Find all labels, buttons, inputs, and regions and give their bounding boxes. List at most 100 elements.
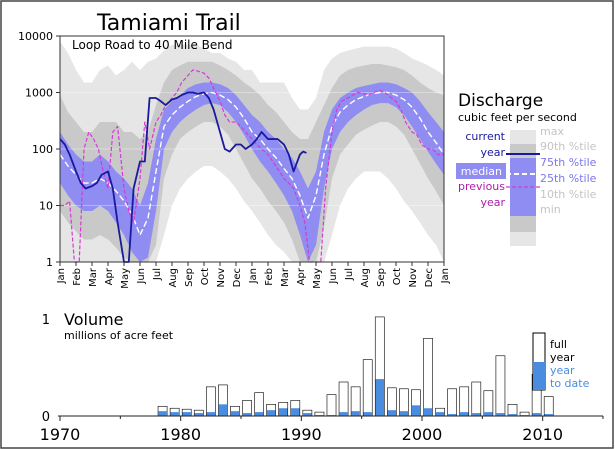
full-year-bar <box>206 386 216 417</box>
volume-x-tick-label: 2000 <box>402 425 443 444</box>
x-tick-label: Mar <box>280 267 291 287</box>
full-year-bar <box>543 396 554 417</box>
x-tick-label: Mar <box>88 267 99 287</box>
y-tick-label: 10 <box>39 200 53 213</box>
year-to-date-bar <box>242 413 252 416</box>
year-to-date-bar <box>447 414 457 416</box>
median-line <box>59 91 445 236</box>
x-tick-label: Apr <box>296 267 307 285</box>
current-year-line <box>59 91 307 263</box>
year-to-date-bar <box>291 408 300 416</box>
full-year-bar <box>471 381 482 417</box>
legend-ytd-line2: to date <box>550 377 590 390</box>
x-tick-label: Apr <box>104 267 115 285</box>
legend-p90-label: 90th %tile <box>540 140 597 153</box>
x-tick-label: Jul <box>344 268 355 281</box>
legend-median-box <box>456 163 506 179</box>
volume-x-tick-label: 1970 <box>40 425 81 444</box>
legend-p75-label: 75th %tile <box>540 156 597 169</box>
x-tick-label: Jan <box>56 268 67 284</box>
year-to-date-bar <box>472 413 481 416</box>
x-tick-label: Jun <box>328 268 339 285</box>
legend-ytd-line1: year <box>550 364 575 377</box>
year-to-date-bar <box>496 413 505 416</box>
discharge-chart-title: Tamiami Trail <box>96 11 241 36</box>
year-to-date-bar <box>182 412 191 416</box>
y-tick-label: 100 <box>32 143 53 156</box>
discharge-chart: 10000 1000 100 10 1 Jan Feb Mar Apr May Jun Jul Aug… <box>18 11 451 289</box>
x-tick-label: Sep <box>376 268 387 287</box>
x-tick-label: Jan <box>248 268 259 284</box>
year-to-date-bar <box>508 414 517 416</box>
year-to-date-bar <box>339 412 348 416</box>
year-to-date-bar <box>544 414 553 416</box>
legend-ytd-box <box>533 362 545 390</box>
year-to-date-bar <box>351 411 360 416</box>
year-to-date-bar <box>266 410 276 416</box>
volume-x-tick-label: 2010 <box>522 425 563 444</box>
x-tick-label: Feb <box>72 268 83 286</box>
full-year-bar <box>338 381 349 417</box>
legend-previous-label-line1: previous <box>458 180 505 193</box>
x-tick-label: Jan <box>440 268 451 284</box>
volume-chart-subtitle: millions of acre feet <box>64 329 174 342</box>
legend-current-label-line2: year <box>480 146 505 159</box>
year-to-date-bar <box>206 412 216 416</box>
x-tick-label: Aug <box>168 268 179 288</box>
year-to-date-bar <box>363 412 372 416</box>
year-to-date-bar <box>375 379 384 416</box>
year-to-date-bar <box>254 412 264 416</box>
x-tick-label: Feb <box>264 268 275 286</box>
legend-previous-label-line2: year <box>480 196 505 209</box>
x-tick-label: May <box>120 268 131 289</box>
full-year-bar <box>495 355 506 417</box>
year-to-date-bar <box>387 410 397 416</box>
year-to-date-bar <box>194 413 203 416</box>
year-to-date-bar <box>399 411 409 416</box>
volume-y-tick-label: 0 <box>42 410 50 425</box>
year-to-date-bar <box>423 408 433 416</box>
x-tick-label: Nov <box>216 268 227 288</box>
full-year-bar <box>459 386 470 417</box>
x-tick-label: May <box>312 268 323 289</box>
volume-chart: 1 0 1970 1980 1990 2000 2010 Volume millions … <box>40 310 604 444</box>
legend-median-label: median <box>461 165 502 178</box>
year-to-date-bar <box>279 408 288 416</box>
full-year-bar <box>447 388 457 417</box>
legend-full-year-line2: year <box>550 351 575 364</box>
legend-p10-label: 10th %tile <box>540 188 597 201</box>
full-year-bar <box>326 394 337 417</box>
year-to-date-bar <box>170 412 179 416</box>
x-tick-label: Dec <box>424 268 435 287</box>
volume-chart-title: Volume <box>64 310 124 329</box>
legend-p25-label: 25th %tile <box>540 172 597 185</box>
discharge-chart-subtitle: Loop Road to 40 Mile Bend <box>72 38 233 52</box>
x-tick-label: Dec <box>232 268 243 287</box>
y-tick-label: 10000 <box>18 30 53 43</box>
legend-current-label-line1: current <box>465 130 505 143</box>
volume-y-tick-label: 1 <box>42 313 50 328</box>
year-to-date-bar <box>532 413 541 416</box>
year-to-date-bar <box>435 412 445 416</box>
legend-full-year-line1: full <box>550 338 567 351</box>
full-year-bar <box>362 359 373 417</box>
volume-x-tick-label: 1980 <box>160 425 201 444</box>
year-to-date-bar <box>303 413 312 416</box>
legend-max-label: max <box>540 125 564 138</box>
discharge-legend: Discharge cubic feet per second max 90th… <box>456 91 597 246</box>
legend-title: Discharge <box>458 91 543 111</box>
year-to-date-bar <box>484 412 493 416</box>
y-tick-label: 1000 <box>25 87 53 100</box>
year-to-date-bar <box>218 404 228 416</box>
year-to-date-bar <box>460 412 469 416</box>
x-tick-label: Sep <box>184 268 195 287</box>
full-year-bar <box>423 337 433 417</box>
x-tick-label: Jun <box>136 268 147 285</box>
volume-x-tick-label: 1990 <box>281 425 322 444</box>
year-to-date-bar <box>230 411 240 416</box>
legend-units: cubic feet per second <box>458 111 577 124</box>
previous-year-line <box>60 69 444 263</box>
x-tick-label: Aug <box>360 268 371 288</box>
